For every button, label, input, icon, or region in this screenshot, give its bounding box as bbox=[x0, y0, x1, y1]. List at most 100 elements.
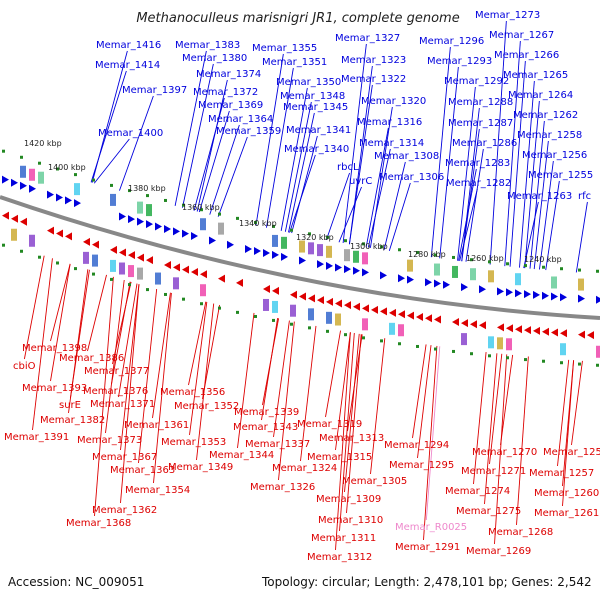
gene-label[interactable]: surE bbox=[59, 400, 81, 411]
gene-label[interactable]: Memar_1257 bbox=[529, 468, 594, 479]
gene-label[interactable]: Memar_1337 bbox=[245, 439, 310, 450]
gene-label[interactable]: Memar_1369 bbox=[198, 100, 263, 111]
gene-label[interactable]: Memar_1364 bbox=[208, 114, 273, 125]
gene-label[interactable]: Memar_1355 bbox=[252, 43, 317, 54]
gene-label[interactable]: Memar_1344 bbox=[209, 450, 274, 461]
gene-label[interactable]: Memar_1316 bbox=[357, 117, 422, 128]
gene-label[interactable]: cbiO bbox=[13, 361, 36, 372]
gene-label[interactable]: Memar_1414 bbox=[95, 60, 160, 71]
gene-label[interactable]: Memar_1312 bbox=[307, 552, 372, 563]
track-tick bbox=[416, 250, 419, 254]
gene-label[interactable]: Memar_1287 bbox=[448, 118, 513, 129]
gene-label[interactable]: Memar_1339 bbox=[234, 407, 299, 418]
gene-label[interactable]: Memar_1361 bbox=[124, 420, 189, 431]
gene-label[interactable]: Memar_1363 bbox=[110, 465, 175, 476]
gene-label[interactable]: Memar_1393 bbox=[22, 383, 87, 394]
gene-label[interactable]: Memar_1288 bbox=[448, 97, 513, 108]
gene-label[interactable]: Memar_1311 bbox=[311, 533, 376, 544]
gene-label[interactable]: Memar_1371 bbox=[90, 399, 155, 410]
gene-label[interactable]: Memar_1255 bbox=[528, 170, 593, 181]
gene-label[interactable]: Memar_1322 bbox=[341, 74, 406, 85]
gene-label[interactable]: Memar_1368 bbox=[66, 518, 131, 529]
gene-label[interactable]: Memar_1359 bbox=[216, 126, 281, 137]
gene-label[interactable]: Memar_1296 bbox=[419, 36, 484, 47]
gene-label[interactable]: Memar_1372 bbox=[193, 87, 258, 98]
gene-label[interactable]: Memar_1398 bbox=[22, 343, 87, 354]
gene-label[interactable]: Memar_1341 bbox=[286, 125, 351, 136]
gene-label[interactable]: Memar_1319 bbox=[297, 419, 362, 430]
gene-label[interactable]: Memar_1292 bbox=[444, 76, 509, 87]
gene-label[interactable]: Memar_1373 bbox=[77, 435, 142, 446]
gene-label[interactable]: Memar_1391 bbox=[4, 432, 69, 443]
gene-label[interactable]: Memar_1269 bbox=[466, 546, 531, 557]
gene-label[interactable]: Memar_1374 bbox=[196, 69, 261, 80]
gene-label[interactable]: Memar_1326 bbox=[250, 482, 315, 493]
gene-label[interactable]: Memar_1261 bbox=[534, 508, 599, 519]
gene-label[interactable]: Memar_1348 bbox=[280, 91, 345, 102]
gene-label[interactable]: Memar_1354 bbox=[125, 485, 190, 496]
gene-label[interactable]: rfc bbox=[578, 191, 591, 202]
gene-label[interactable]: Memar_1274 bbox=[445, 486, 510, 497]
gene-label-rna[interactable]: Memar_R0025 bbox=[395, 522, 467, 533]
gene-label[interactable]: Memar_1416 bbox=[96, 40, 161, 51]
gene-label[interactable]: Memar_1264 bbox=[508, 90, 573, 101]
gene-label[interactable]: Memar_1291 bbox=[395, 542, 460, 553]
gene-label[interactable]: Memar_1254 bbox=[543, 447, 600, 458]
gene-label[interactable]: Memar_1282 bbox=[446, 178, 511, 189]
gene-label[interactable]: Memar_1350 bbox=[276, 77, 341, 88]
gene-label[interactable]: Memar_1315 bbox=[307, 452, 372, 463]
gene-label[interactable]: Memar_1383 bbox=[175, 40, 240, 51]
gene-label[interactable]: Memar_1309 bbox=[316, 494, 381, 505]
gene-label[interactable]: Memar_1286 bbox=[452, 138, 517, 149]
feature-block bbox=[506, 338, 512, 351]
gene-label[interactable]: Memar_1270 bbox=[472, 447, 537, 458]
gene-label[interactable]: Memar_1367 bbox=[92, 452, 157, 463]
gene-label[interactable]: Memar_1356 bbox=[160, 387, 225, 398]
gene-label[interactable]: Memar_1353 bbox=[161, 437, 226, 448]
gene-label[interactable]: Memar_1293 bbox=[427, 56, 492, 67]
gene-label[interactable]: Memar_1313 bbox=[319, 433, 384, 444]
gene-label[interactable]: Memar_1320 bbox=[361, 96, 426, 107]
gene-label[interactable]: Memar_1324 bbox=[272, 463, 337, 474]
gene-label[interactable]: Memar_1260 bbox=[534, 488, 599, 499]
gene-label[interactable]: Memar_1305 bbox=[342, 476, 407, 487]
feature-block bbox=[290, 304, 296, 317]
gene-label[interactable]: Memar_1306 bbox=[379, 172, 444, 183]
gene-label[interactable]: Memar_1400 bbox=[98, 128, 163, 139]
gene-label[interactable]: Memar_1380 bbox=[182, 53, 247, 64]
gene-label[interactable]: rbcL bbox=[337, 162, 359, 173]
gene-label[interactable]: Memar_1345 bbox=[283, 102, 348, 113]
gene-label[interactable]: Memar_1256 bbox=[522, 150, 587, 161]
gene-label[interactable]: Memar_1275 bbox=[456, 506, 521, 517]
gene-label[interactable]: Memar_1377 bbox=[84, 366, 149, 377]
gene-label[interactable]: Memar_1273 bbox=[475, 10, 540, 21]
gene-label[interactable]: Memar_1294 bbox=[384, 440, 449, 451]
gene-label[interactable]: Memar_1327 bbox=[335, 33, 400, 44]
gene-label[interactable]: Memar_1323 bbox=[341, 55, 406, 66]
gene-label[interactable]: Memar_1386 bbox=[59, 353, 124, 364]
gene-label[interactable]: Memar_1283 bbox=[445, 158, 510, 169]
gene-label[interactable]: Memar_1265 bbox=[503, 70, 568, 81]
forward-gene-arrow bbox=[524, 290, 531, 299]
gene-label[interactable]: Memar_1382 bbox=[40, 415, 105, 426]
gene-label[interactable]: Memar_1268 bbox=[488, 527, 553, 538]
gene-label[interactable]: Memar_1343 bbox=[233, 422, 298, 433]
gene-label[interactable]: Memar_1362 bbox=[92, 505, 157, 516]
gene-label[interactable]: Memar_1258 bbox=[517, 130, 582, 141]
gene-label[interactable]: Memar_1310 bbox=[318, 515, 383, 526]
gene-label[interactable]: Memar_1271 bbox=[461, 466, 526, 477]
gene-label[interactable]: Memar_1308 bbox=[374, 151, 439, 162]
gene-label[interactable]: Memar_1267 bbox=[489, 30, 554, 41]
gene-label[interactable]: Memar_1295 bbox=[389, 460, 454, 471]
gene-label[interactable]: Memar_1262 bbox=[513, 110, 578, 121]
gene-label[interactable]: Memar_1340 bbox=[284, 144, 349, 155]
gene-label[interactable]: Memar_1397 bbox=[122, 85, 187, 96]
gene-label[interactable]: Memar_1314 bbox=[359, 138, 424, 149]
gene-label[interactable]: Memar_1266 bbox=[494, 50, 559, 61]
gene-label[interactable]: Memar_1352 bbox=[174, 401, 239, 412]
gene-label[interactable]: Memar_1376 bbox=[83, 386, 148, 397]
gene-label[interactable]: uvrC bbox=[349, 176, 372, 187]
gene-label[interactable]: Memar_1263 bbox=[507, 191, 572, 202]
gene-label[interactable]: Memar_1349 bbox=[168, 462, 233, 473]
gene-label[interactable]: Memar_1351 bbox=[262, 57, 327, 68]
